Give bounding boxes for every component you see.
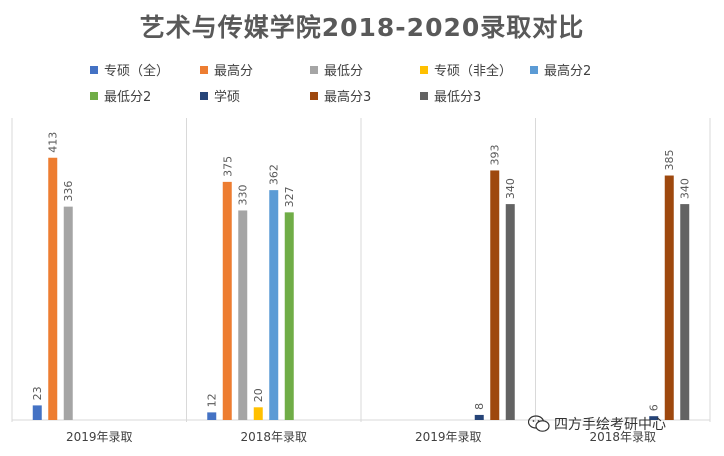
wechat-icon	[528, 415, 550, 432]
data-label: 340	[679, 178, 692, 199]
bar	[207, 412, 217, 420]
bar	[253, 407, 263, 420]
data-label: 6	[648, 404, 661, 411]
legend-item: 最高分2	[530, 60, 591, 79]
data-label: 20	[252, 388, 265, 402]
data-label: 327	[283, 186, 296, 207]
legend-swatch	[200, 65, 208, 74]
legend-item: 最低分3	[420, 86, 481, 105]
legend-label: 最高分2	[544, 64, 592, 79]
watermark: 四方手绘考研中心	[528, 414, 666, 434]
watermark-text: 四方手绘考研中心	[554, 417, 666, 433]
data-label: 8	[473, 403, 486, 410]
data-label: 12	[206, 393, 219, 407]
legend-label: 最低分3	[434, 90, 482, 105]
legend-item: 最低分2	[90, 86, 151, 105]
legend-label: 学硕	[214, 90, 241, 105]
data-label: 330	[237, 184, 250, 205]
legend-label: 最高分3	[324, 90, 372, 105]
legend-item: 专硕（全）	[90, 60, 169, 79]
category-label: 2019年录取	[415, 430, 482, 444]
legend-label: 最低分	[324, 64, 364, 79]
data-label: 393	[489, 144, 502, 165]
bar	[505, 204, 515, 420]
legend-label: 专硕（全）	[104, 64, 170, 79]
legend-item: 学硕	[200, 86, 240, 105]
legend-item: 专硕（非全）	[420, 60, 512, 79]
data-label: 413	[47, 132, 60, 153]
legend-swatch	[90, 65, 98, 74]
bar	[649, 416, 659, 420]
data-label: 23	[31, 386, 44, 400]
legend-swatch	[90, 91, 98, 100]
legend: 专硕（全） 最高分 最低分 专硕（非全） 最高分2 最低分2 学硕 最高分3 最…	[0, 60, 724, 106]
data-label: 385	[663, 150, 676, 171]
legend-swatch	[310, 65, 318, 74]
data-label: 362	[268, 164, 281, 185]
legend-swatch	[310, 91, 318, 100]
legend-label: 最高分	[214, 64, 254, 79]
bar	[680, 204, 690, 420]
bar	[63, 206, 73, 420]
bar	[48, 157, 58, 420]
chart-title: 艺术与传媒学院2018-2020录取对比	[139, 13, 585, 42]
legend-swatch	[530, 65, 538, 74]
legend-item: 最低分	[310, 60, 363, 79]
data-label: 336	[62, 181, 75, 202]
category-label: 2018年录取	[589, 430, 656, 444]
legend-swatch	[420, 91, 428, 100]
bar	[284, 212, 294, 420]
bar	[664, 175, 674, 420]
bar	[238, 210, 248, 420]
category-label: 2018年录取	[240, 430, 307, 444]
legend-swatch	[420, 65, 428, 74]
bar	[474, 414, 484, 420]
bar	[222, 181, 232, 420]
legend-label: 最低分2	[104, 90, 152, 105]
bar	[32, 405, 42, 420]
category-label: 2019年录取	[66, 430, 133, 444]
legend-label: 专硕（非全）	[434, 64, 513, 79]
data-label: 375	[221, 156, 234, 177]
bar	[269, 190, 279, 420]
bar	[490, 170, 500, 420]
data-label: 340	[504, 178, 517, 199]
legend-item: 最高分	[200, 60, 253, 79]
legend-item: 最高分3	[310, 86, 371, 105]
legend-swatch	[200, 91, 208, 100]
